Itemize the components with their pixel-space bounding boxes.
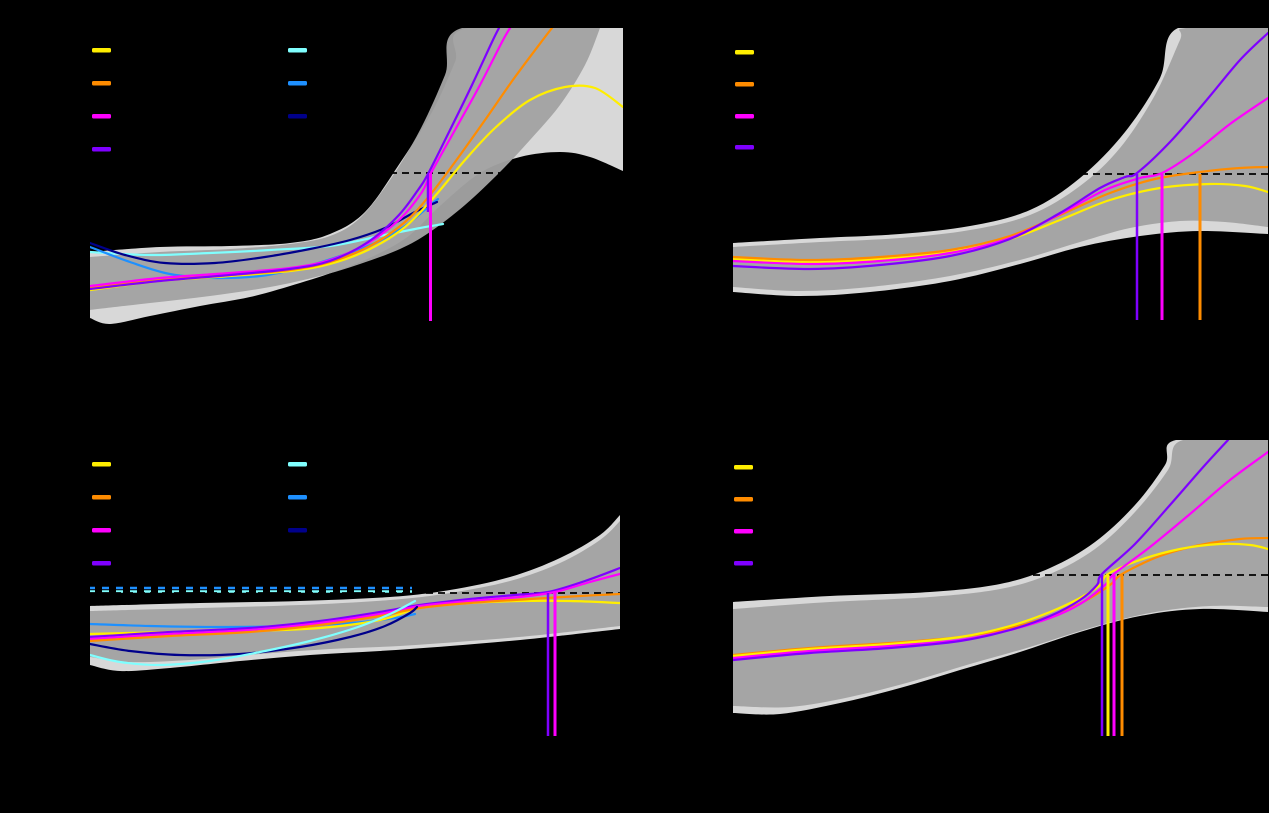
legend-bottom-left [92,462,307,566]
legend-swatch-orange-icon [734,497,753,502]
dose-response-curve-cyan [90,599,417,667]
legend-swatch-navy-icon [288,528,307,533]
legend-swatch-magenta-icon [735,114,754,119]
legend-swatch-magenta-icon [92,528,111,533]
confidence-band-inner [733,440,1268,708]
legend-swatch-magenta-icon [92,114,111,119]
legend-swatch-orange-icon [92,495,111,500]
legend-swatch-magenta-icon [734,529,753,534]
legend-top-left [92,48,307,152]
dose-response-curve-cyan [90,222,445,257]
panel-top-left [90,28,623,325]
legend-swatch-yellow-icon [734,465,753,470]
panel-bottom-left [90,462,620,736]
legend-swatch-orange-icon [92,81,111,86]
dose-response-curve-navy [90,200,439,265]
plot-area-bottom-right [733,440,1268,715]
legend-swatch-yellow-icon [735,50,754,55]
legend-swatch-cyan-icon [288,48,307,53]
dose-response-curve-magenta [733,450,1268,660]
legend-top-right [735,50,754,150]
legend-swatch-navy-icon [288,114,307,119]
plot-area-top-right [733,28,1268,296]
legend-swatch-blue-icon [288,81,307,86]
legend-swatch-blue-icon [288,495,307,500]
plot-area-top-left [90,28,623,325]
dose-response-curve-purple [733,31,1268,271]
legend-swatch-orange-icon [735,82,754,87]
dose-response-curve-purple [733,440,1230,662]
legend-swatch-cyan-icon [288,462,307,467]
dose-response-curve-purple [90,28,501,291]
confidence-band-outer [733,28,1268,296]
confidence-band-inner [733,28,1268,291]
legend-swatch-purple-icon [734,561,753,566]
legend-bottom-right [734,465,753,566]
legend-swatch-purple-icon [735,145,754,150]
legend-swatch-purple-icon [92,561,111,566]
legend-swatch-purple-icon [92,147,111,152]
dose-response-curve-magenta [90,28,512,288]
legend-swatch-yellow-icon [92,48,111,53]
dose-response-curve-yellow [733,182,1268,264]
dose-response-curve-magenta [733,96,1268,266]
panel-top-right [733,28,1268,320]
plot-area-bottom-left [90,515,620,672]
dose-response-curve-navy [90,605,419,657]
panel-bottom-right [733,440,1268,736]
legend-swatch-yellow-icon [92,462,111,467]
